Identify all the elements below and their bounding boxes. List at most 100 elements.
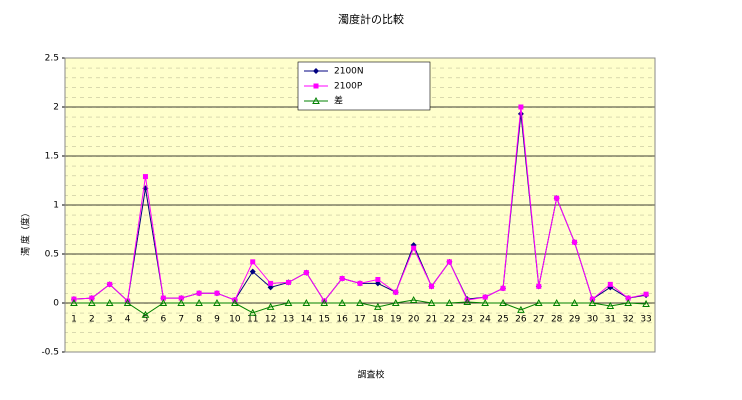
x-tick-label: 13 (283, 315, 294, 325)
y-tick-label: 0 (53, 299, 59, 309)
x-tick-label: 14 (301, 315, 313, 325)
x-tick-label: 6 (160, 315, 166, 325)
point (177, 298, 186, 306)
y-tick-label: 1.5 (45, 152, 59, 162)
x-axis-label: 調査校 (357, 369, 384, 381)
x-tick-label: 29 (569, 315, 581, 325)
point (446, 259, 452, 265)
point (607, 281, 613, 287)
point (463, 297, 472, 306)
chart-title: 濁度計の比較 (338, 12, 404, 26)
x-tick-label: 25 (497, 315, 508, 325)
point (445, 298, 454, 306)
x-tick-label: 9 (214, 315, 220, 325)
point (570, 298, 579, 306)
point (196, 290, 202, 296)
y-tick-label: 2 (53, 103, 59, 113)
point (160, 295, 166, 301)
x-tick-label: 31 (605, 315, 616, 325)
point (87, 298, 96, 306)
point (554, 195, 560, 201)
plot-border (64, 57, 656, 353)
point (231, 298, 239, 306)
x-tick-label: 12 (265, 315, 276, 325)
x-tick-label: 17 (354, 315, 365, 325)
point (409, 296, 418, 304)
y-tick-label: 2.5 (45, 54, 59, 64)
point (268, 280, 274, 286)
point (391, 298, 400, 306)
point (303, 270, 309, 276)
point (642, 299, 650, 307)
point (517, 305, 525, 313)
x-tick-label: 15 (319, 315, 330, 325)
point (356, 298, 364, 306)
point (518, 104, 524, 110)
point (284, 298, 293, 306)
point (357, 280, 363, 286)
point (266, 302, 275, 310)
x-tick-label: 28 (551, 315, 563, 325)
x-tick-label: 2 (89, 315, 95, 325)
point (105, 298, 114, 306)
point (89, 295, 95, 301)
point (178, 295, 184, 301)
x-tick-label: 30 (587, 315, 599, 325)
point (375, 276, 381, 282)
y-tick-label: 1 (53, 201, 59, 211)
x-tick-label: 1 (71, 315, 77, 325)
point (107, 281, 113, 287)
point (393, 289, 399, 295)
point (500, 285, 506, 291)
point (249, 268, 256, 275)
point (195, 298, 203, 306)
x-tick-label: 27 (533, 315, 544, 325)
x-tick-label: 8 (196, 315, 202, 325)
x-tick-label: 5 (143, 315, 149, 325)
point (625, 295, 631, 301)
point (481, 298, 489, 306)
point (517, 110, 524, 117)
point (214, 290, 220, 296)
x-tick-label: 21 (426, 315, 437, 325)
point (552, 298, 561, 306)
legend-label: 差 (334, 95, 343, 107)
point (572, 239, 578, 245)
point (624, 298, 633, 306)
legend-marker (312, 96, 320, 104)
point (142, 174, 148, 180)
point (643, 291, 649, 297)
x-tick-label: 22 (444, 315, 455, 325)
x-tick-label: 26 (515, 315, 527, 325)
legend-label: 2100P (334, 82, 363, 92)
x-tick-label: 33 (640, 315, 651, 325)
y-tick-label: -0.5 (41, 348, 59, 358)
point (499, 298, 507, 306)
point (429, 283, 435, 289)
point (534, 298, 543, 306)
x-tick-label: 4 (125, 315, 131, 325)
x-tick-label: 32 (622, 315, 633, 325)
y-tick-label: 0.5 (45, 250, 59, 260)
legend-marker (313, 68, 319, 74)
point (285, 279, 291, 285)
point (123, 298, 132, 306)
x-tick-label: 11 (247, 315, 258, 325)
series-line (73, 299, 647, 316)
point (339, 276, 345, 281)
point (588, 298, 597, 306)
legend-label: 2100N (334, 67, 364, 77)
point (320, 298, 329, 306)
point (141, 310, 150, 318)
point (248, 308, 257, 316)
point (250, 259, 256, 265)
x-tick-label: 20 (408, 315, 420, 325)
x-tick-label: 24 (479, 315, 491, 325)
point (606, 301, 615, 309)
point (159, 298, 168, 306)
y-axis-label: 濁 度（度） (20, 208, 32, 256)
point (427, 298, 436, 306)
x-tick-label: 23 (462, 315, 473, 325)
